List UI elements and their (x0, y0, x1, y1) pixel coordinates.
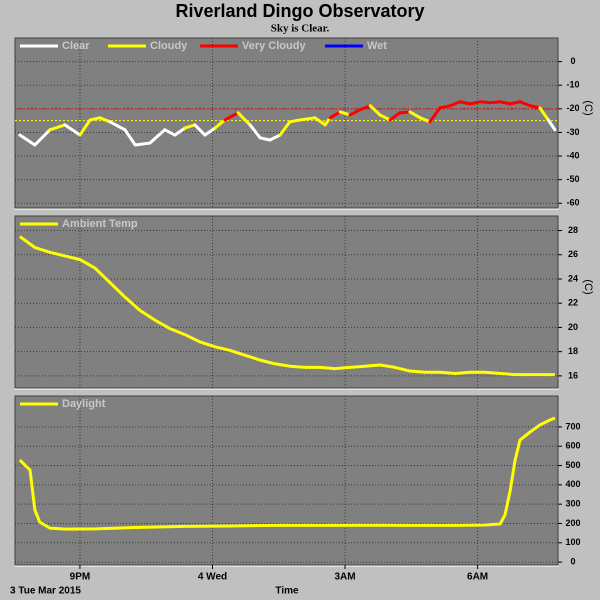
data-segment (546, 118, 557, 132)
data-segment (123, 128, 137, 147)
data-line (18, 235, 555, 377)
data-segment (98, 116, 112, 124)
data-segment (518, 100, 532, 108)
y-tick-label: 600 (565, 441, 580, 451)
data-segment (148, 128, 167, 145)
data-segment (133, 141, 152, 147)
chart-title: Riverland Dingo Observatory (175, 1, 424, 21)
data-segment (538, 106, 550, 122)
y-tick-label: -40 (566, 150, 579, 160)
data-segment (203, 126, 217, 137)
y-tick-label: -10 (566, 80, 579, 90)
chart-subtitle: Sky is Clear. (271, 23, 330, 35)
data-segment (33, 128, 52, 147)
data-segment (78, 118, 92, 137)
data-segment (313, 116, 327, 127)
y-tick-label: 200 (565, 518, 580, 528)
data-segment (408, 110, 422, 120)
data-segment (236, 111, 252, 127)
y-tick-label: 0 (570, 56, 575, 66)
data-segment (358, 104, 372, 112)
data-segment (193, 123, 207, 137)
legend-label: Ambient Temp (62, 218, 138, 230)
y-tick-label: 18 (568, 346, 578, 356)
data-segment (528, 104, 542, 110)
data-segment (18, 133, 37, 147)
y-tick-label: 700 (565, 421, 580, 431)
data-segment (398, 110, 412, 115)
data-segment (438, 104, 452, 110)
data-segment (213, 118, 227, 130)
x-tick-label: 3AM (334, 572, 355, 583)
data-line (18, 416, 556, 531)
data-segment (448, 100, 462, 108)
data-segment (348, 108, 362, 117)
data-segment (468, 100, 482, 106)
data-segment (278, 120, 292, 137)
data-segment (298, 116, 317, 122)
y-tick-label: 28 (568, 225, 578, 235)
y-tick-label: 26 (568, 249, 578, 259)
y-tick-label: 20 (568, 322, 578, 332)
data-segment (258, 136, 272, 142)
x-tick-label: 9PM (70, 572, 91, 583)
data-segment (108, 120, 127, 132)
data-segment (388, 111, 402, 122)
y-axis-label: (C) (582, 100, 594, 115)
data-segment (163, 128, 177, 137)
legend-label: Wet (367, 40, 387, 52)
x-tick-label: 4 Wed (198, 572, 227, 583)
legend-label: Daylight (62, 398, 106, 410)
data-segment (48, 123, 67, 132)
data-segment (508, 100, 522, 106)
x-axis-label: Time (275, 586, 299, 597)
y-tick-label: 0 (570, 556, 575, 566)
y-tick-label: 16 (568, 370, 578, 380)
data-segment (338, 110, 352, 117)
data-segment (223, 111, 240, 122)
data-segment (328, 110, 342, 120)
data-segment (268, 133, 282, 142)
data-segment (368, 104, 382, 117)
y-tick-label: 22 (568, 298, 578, 308)
y-tick-label: 500 (565, 460, 580, 470)
x-tick-label: 6AM (467, 572, 488, 583)
y-tick-label: -50 (566, 174, 579, 184)
y-tick-label: 100 (565, 537, 580, 547)
data-segment (63, 123, 82, 137)
y-tick-label: -60 (566, 198, 579, 208)
legend-label: Very Cloudy (242, 40, 306, 52)
panel (14, 215, 559, 389)
data-segment (458, 100, 472, 106)
data-segment (248, 123, 262, 140)
y-tick-label: -20 (566, 103, 579, 113)
date-label: 3 Tue Mar 2015 (10, 586, 81, 597)
panel (14, 37, 559, 209)
y-tick-label: -30 (566, 127, 579, 137)
data-segment (428, 106, 442, 124)
data-segment (418, 116, 432, 124)
data-segment (288, 118, 302, 124)
data-segment (478, 100, 492, 105)
legend-label: Cloudy (150, 40, 188, 52)
data-segment (173, 126, 187, 137)
data-segment (498, 100, 512, 106)
y-tick-label: 400 (565, 479, 580, 489)
data-segment (488, 100, 502, 105)
y-tick-label: 300 (565, 499, 580, 509)
panel (14, 395, 559, 566)
data-segment (183, 123, 197, 130)
y-axis-label: (C) (582, 279, 594, 294)
data-segment (88, 116, 102, 122)
y-tick-label: 24 (568, 273, 578, 283)
legend-label: Clear (62, 40, 90, 52)
data-segment (378, 113, 392, 122)
